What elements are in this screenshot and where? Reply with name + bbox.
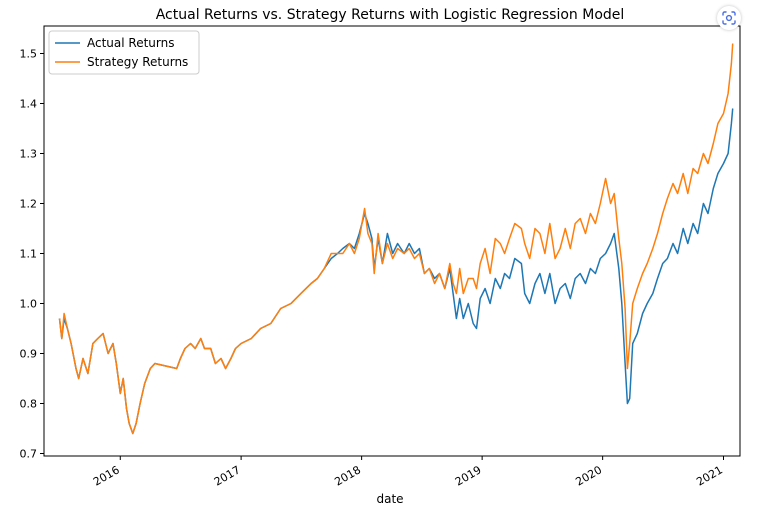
- x-tick-label: 2017: [212, 463, 243, 488]
- x-tick-label: 2020: [573, 463, 604, 488]
- y-tick-label: 1.5: [20, 48, 38, 61]
- series-line-strategy-returns: [58, 43, 734, 435]
- y-tick-label: 1.1: [20, 248, 38, 261]
- x-tick-label: 2021: [694, 463, 725, 488]
- y-tick-label: 1.0: [20, 298, 38, 311]
- chart-title: Actual Returns vs. Strategy Returns with…: [156, 7, 625, 23]
- x-tick-label: 2018: [332, 463, 363, 488]
- x-tick-label: 2019: [453, 463, 484, 488]
- y-tick-label: 1.2: [20, 198, 38, 211]
- legend-label-actual-returns: Actual Returns: [87, 36, 174, 50]
- lens-glyph-icon: [722, 11, 736, 25]
- x-axis-label: date: [376, 492, 403, 506]
- y-tick-label: 1.4: [20, 98, 38, 111]
- y-tick-label: 0.8: [20, 398, 38, 411]
- legend: Actual Returns Strategy Returns: [48, 30, 200, 75]
- plot-frame: [43, 25, 741, 457]
- y-tick-label: 1.3: [20, 148, 38, 161]
- legend-box: [48, 30, 200, 75]
- series-layer: [58, 43, 734, 435]
- x-tick-label: 2016: [91, 463, 122, 488]
- legend-label-strategy-returns: Strategy Returns: [87, 55, 188, 69]
- y-tick-label: 0.9: [20, 348, 38, 361]
- y-tick-label: 0.7: [20, 448, 38, 461]
- google-lens-icon[interactable]: [717, 6, 741, 30]
- plot-area: [44, 26, 740, 456]
